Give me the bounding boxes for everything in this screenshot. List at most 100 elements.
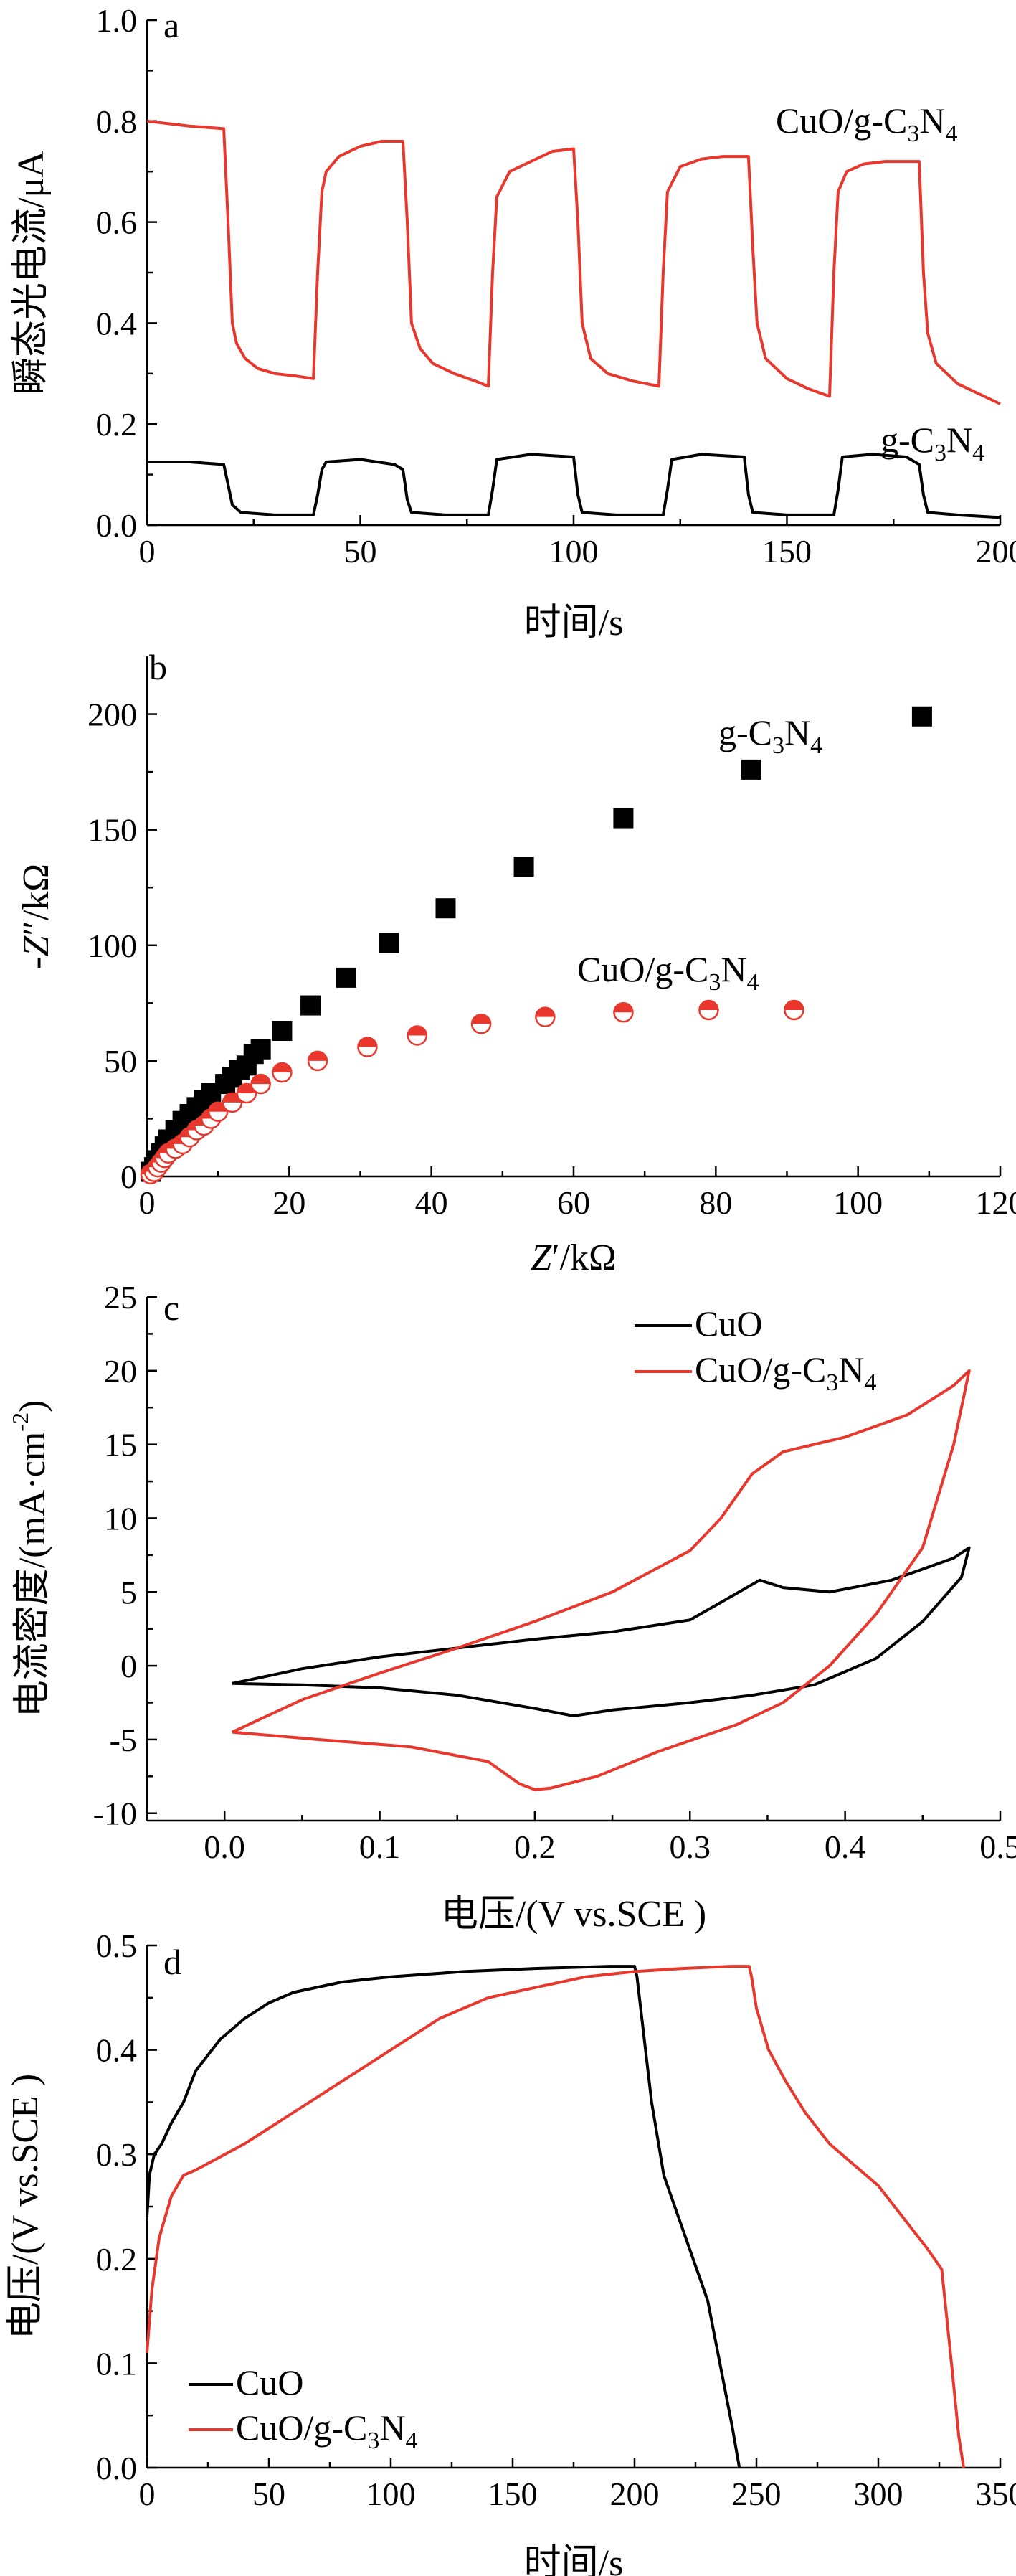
y-axis-label-part: 电流密度/(mA·cm <box>12 1432 53 1718</box>
panel-label: b <box>149 647 167 687</box>
x-axis-label: 电压/(V vs.SCE ) <box>441 1894 706 1935</box>
data-point <box>272 1021 293 1041</box>
x-axis-label-part: Z <box>531 1237 552 1278</box>
series-label-part: N <box>919 100 945 141</box>
series-label-part: N <box>784 712 810 752</box>
data-point <box>379 933 399 953</box>
x-tick-label: 0.5 <box>979 1829 1016 1865</box>
x-tick-label: 0.0 <box>204 1829 245 1865</box>
y-tick-label: 25 <box>104 1279 137 1316</box>
data-point-fill <box>699 1001 718 1010</box>
x-tick-label: 120 <box>976 1184 1016 1221</box>
y-tick-label: 5 <box>120 1574 137 1610</box>
series-1 <box>147 453 1001 519</box>
legend-label-part: 3 <box>367 2428 379 2454</box>
data-point-fill <box>784 1001 804 1010</box>
series-1 <box>146 1965 965 2468</box>
y-axis-label: 电流密度/(mA·cm-2) <box>7 1400 53 1718</box>
y-tick-label: 0.0 <box>96 2450 138 2486</box>
series-label-part: g-C <box>880 420 934 460</box>
legend-label-part: CuO/g-C <box>236 2407 367 2448</box>
panel-label: a <box>163 5 179 45</box>
series-line <box>232 1369 971 1791</box>
legend-label: CuO/g-C3N4 <box>236 2407 417 2454</box>
y-tick-label: 0.4 <box>96 305 138 341</box>
x-tick-label: 0 <box>139 533 156 570</box>
series-1 <box>140 999 804 1185</box>
data-point-fill <box>407 1026 427 1036</box>
y-tick-label: 0.5 <box>96 1928 138 1964</box>
y-axis-label-part: - <box>16 957 57 969</box>
y-tick-label: 0.8 <box>96 103 138 140</box>
y-tick-label: 20 <box>104 1353 137 1390</box>
x-tick-label: 80 <box>699 1184 732 1221</box>
x-tick-label: 40 <box>415 1184 448 1221</box>
y-tick-label: 200 <box>87 697 137 733</box>
x-tick-label: 150 <box>488 2476 538 2512</box>
legend-label-part: N <box>838 1349 864 1390</box>
series-0 <box>232 1546 971 1717</box>
x-axis-label: 时间/s <box>524 603 624 643</box>
x-tick-label: 0 <box>139 2476 156 2512</box>
x-tick-label: 150 <box>762 533 812 570</box>
data-point-fill <box>308 1051 327 1061</box>
series-label: CuO/g-C3N4 <box>776 100 957 147</box>
x-tick-label: 0.1 <box>359 1829 401 1865</box>
legend-label-part: CuO <box>695 1303 762 1344</box>
series-label: CuO/g-C3N4 <box>577 949 759 996</box>
y-tick-label: 0.0 <box>96 507 138 544</box>
y-tick-label: 0.3 <box>96 2136 138 2173</box>
y-tick-label: 100 <box>87 928 137 964</box>
series-label-part: g-C <box>718 712 772 752</box>
legend-label-part: N <box>379 2407 405 2448</box>
series-label-part: 3 <box>907 121 919 147</box>
series-label-part: 4 <box>810 732 822 759</box>
x-tick-label: 100 <box>549 533 599 570</box>
panel-c: 0.0 0.1 0.2 0.3 0.4 0.5 -10 -5 0 5 10 15 20 25 c 电压/(V … <box>7 1279 1016 1935</box>
series-label-part: N <box>721 949 746 989</box>
series-label-part: 4 <box>945 121 957 147</box>
panel-label: d <box>163 1942 181 1982</box>
data-point-fill <box>472 1014 491 1024</box>
x-tick-label: 0.4 <box>825 1829 866 1865</box>
series-0 <box>146 1965 741 2468</box>
legend-label-part: CuO/g-C <box>695 1349 826 1390</box>
y-tick-label: 15 <box>104 1427 137 1463</box>
series-label-part: 3 <box>934 440 946 466</box>
y-axis-label: -Z″/kΩ <box>16 864 57 969</box>
data-point <box>741 759 761 780</box>
panel-d: 0 50 100 150 200 250 300 350 0.0 0.1 0.2 0.3 0.4 0.5 d… <box>5 1928 1016 2576</box>
data-point-fill <box>358 1037 377 1047</box>
series-line <box>147 453 1001 519</box>
y-tick-label: 150 <box>87 812 137 849</box>
y-tick-label: 10 <box>104 1500 137 1537</box>
series-label-part: 3 <box>708 969 721 996</box>
y-axis-label-part: -2 <box>7 1412 33 1432</box>
data-point-fill <box>272 1063 292 1072</box>
series-0 <box>146 119 1001 405</box>
data-point-fill <box>251 1075 270 1085</box>
series-label-part: CuO/g-C <box>577 949 708 989</box>
series-label-part: 3 <box>772 732 784 759</box>
x-tick-label: 200 <box>976 533 1016 570</box>
series-line <box>146 1965 741 2468</box>
series-line <box>146 119 1001 405</box>
series-0 <box>140 706 932 1182</box>
y-tick-label: -10 <box>93 1796 137 1832</box>
series-line <box>232 1546 971 1717</box>
legend-label: CuO <box>695 1303 762 1344</box>
data-point-fill <box>614 1003 633 1013</box>
x-tick-label: 350 <box>976 2476 1016 2512</box>
data-point <box>513 857 534 877</box>
series-line <box>146 1965 965 2468</box>
x-tick-label: 100 <box>833 1184 883 1221</box>
legend-label-part: 4 <box>405 2428 417 2454</box>
series-label-part: CuO/g-C <box>776 100 907 141</box>
y-axis-label: 瞬态光电流/μA <box>11 151 52 395</box>
x-axis-label: 时间/s <box>524 2543 624 2576</box>
series-label: g-C3N4 <box>880 420 984 466</box>
y-tick-label: 0.4 <box>96 2032 138 2069</box>
y-tick-label: -5 <box>110 1722 137 1758</box>
y-axis-label-part: ″/kΩ <box>16 864 57 936</box>
